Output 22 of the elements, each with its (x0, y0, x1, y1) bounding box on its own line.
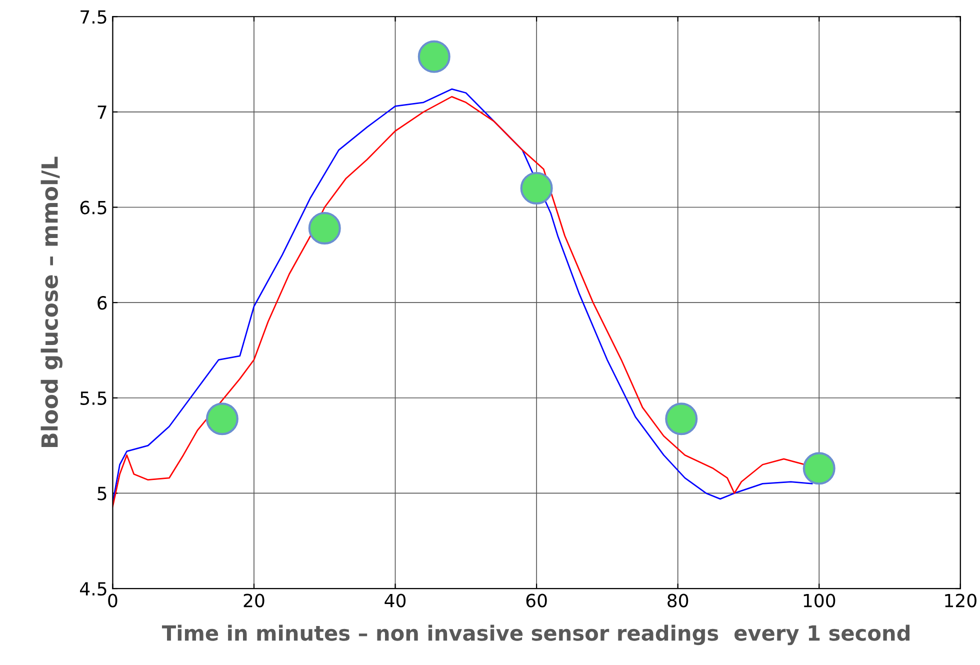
point (308, 212, 341, 244)
x-tick-label: 80 (668, 594, 688, 608)
y-tick-label: 7.5 (80, 10, 106, 24)
point (206, 402, 238, 436)
y-tick-label: 4.5 (80, 582, 106, 596)
point (802, 452, 836, 485)
y-tick-label: 5.5 (80, 392, 106, 406)
y-tick-label: 5 (98, 486, 106, 500)
y-tick-label: 7 (98, 106, 106, 119)
x-axis-title: Time in minutes – non invasive sensor readings every 1 second (162, 624, 910, 646)
point (665, 402, 698, 436)
x-tick-label: 60 (526, 594, 547, 608)
x-tick-label: 40 (384, 594, 406, 608)
x-tick-label: 0 (108, 594, 118, 608)
point (520, 172, 553, 204)
y-tick-label: 6.5 (80, 200, 106, 214)
y-tick-label: 6 (98, 296, 107, 310)
x-tick-label: 120 (945, 594, 976, 608)
x-tick-label: 20 (244, 594, 264, 608)
x-tick-label: 100 (804, 594, 836, 608)
y-axis-title: Blood glucose – mmol/L (40, 156, 62, 447)
point (418, 40, 450, 73)
